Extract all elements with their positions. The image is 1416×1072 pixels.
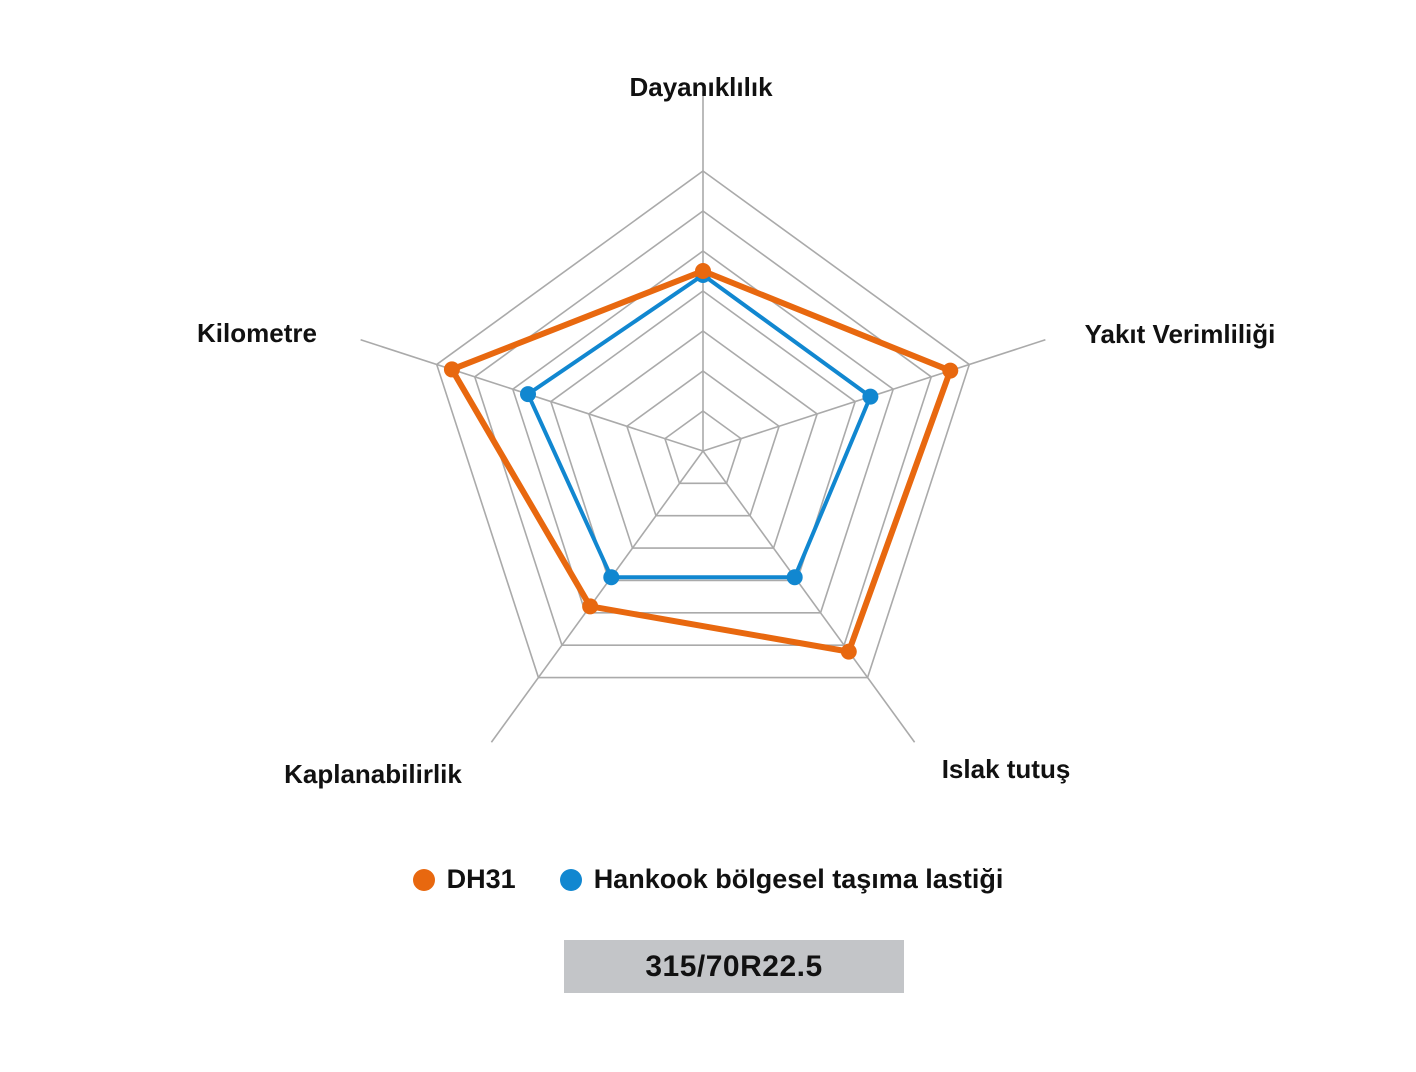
legend-item-dh31: DH31 bbox=[412, 864, 516, 895]
axis-label: Islak tutuş bbox=[942, 754, 1071, 784]
legend-swatch-dh31 bbox=[412, 868, 435, 891]
legend-item-hankook: Hankook bölgesel taşıma lastiği bbox=[559, 864, 1004, 895]
data-point bbox=[862, 388, 879, 405]
data-point bbox=[695, 263, 711, 279]
axis-label: Kaplanabilirlik bbox=[284, 759, 462, 789]
grid-ring bbox=[511, 250, 895, 614]
data-point bbox=[603, 569, 620, 586]
legend-swatch-hankook bbox=[559, 868, 582, 891]
data-point bbox=[520, 386, 537, 403]
legend: DH31 Hankook bölgesel taşıma lastiği bbox=[0, 864, 1416, 895]
grid-ring bbox=[664, 410, 742, 485]
tire-size-label: 315/70R22.5 bbox=[645, 949, 823, 983]
grid-ring bbox=[587, 330, 819, 549]
legend-label-dh31: DH31 bbox=[446, 864, 516, 894]
grid-ring bbox=[625, 370, 781, 517]
grid-ring bbox=[435, 170, 971, 679]
series-line bbox=[448, 268, 954, 655]
legend-label-hankook: Hankook bölgesel taşıma lastiği bbox=[593, 864, 1004, 894]
grid-ring bbox=[549, 290, 857, 582]
axis-spoke bbox=[490, 450, 704, 743]
data-point bbox=[840, 643, 857, 660]
tire-size-badge: 315/70R22.5 bbox=[564, 940, 904, 993]
series-line bbox=[526, 273, 873, 580]
axis-label: Kilometre bbox=[197, 318, 317, 348]
data-point bbox=[582, 598, 599, 615]
axis-label: Dayanıklılık bbox=[629, 72, 773, 102]
axis-label: Yakıt Verimliliği bbox=[1085, 319, 1276, 349]
data-point bbox=[786, 569, 803, 586]
axis-spoke bbox=[702, 450, 916, 743]
data-point bbox=[942, 362, 959, 379]
data-point bbox=[443, 361, 460, 378]
